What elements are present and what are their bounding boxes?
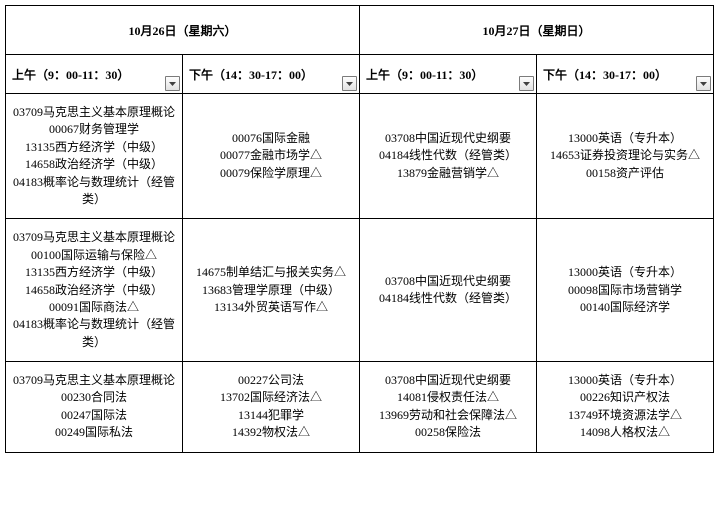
course-line: 04183概率论与数理统计（经管类） bbox=[10, 174, 178, 209]
schedule-table: 10月26日（星期六）10月27日（星期日） 上午（9：00-11：30） 下午（1… bbox=[5, 5, 714, 453]
course-line: 13879金融营销学△ bbox=[364, 165, 532, 182]
cell-r2-c1: 00227公司法13702国际经济法△13144犯罪学14392物权法△ bbox=[183, 362, 360, 453]
course-line: 13144犯罪学 bbox=[187, 407, 355, 424]
course-line: 00079保险学原理△ bbox=[187, 165, 355, 182]
session-header-0: 上午（9：00-11：30） bbox=[6, 55, 183, 94]
dropdown-icon[interactable] bbox=[519, 76, 534, 91]
cell-r1-c1: 14675制单结汇与报关实务△13683管理学原理（中级）13134外贸英语写作… bbox=[183, 219, 360, 362]
course-line: 14081侵权责任法△ bbox=[364, 389, 532, 406]
course-line: 00140国际经济学 bbox=[541, 299, 709, 316]
cell-r1-c0: 03709马克思主义基本原理概论00100国际运输与保险△13135西方经济学（… bbox=[6, 219, 183, 362]
course-line: 13749环境资源法学△ bbox=[541, 407, 709, 424]
cell-r2-c0: 03709马克思主义基本原理概论00230合同法00247国际法00249国际私… bbox=[6, 362, 183, 453]
course-line: 14658政治经济学（中级） bbox=[10, 282, 178, 299]
course-line: 03708中国近现代史纲要 bbox=[364, 273, 532, 290]
cell-r0-c0: 03709马克思主义基本原理概论00067财务管理学13135西方经济学（中级）… bbox=[6, 94, 183, 219]
course-line: 14392物权法△ bbox=[187, 424, 355, 441]
session-header-1: 下午（14：30-17：00） bbox=[183, 55, 360, 94]
course-line: 00230合同法 bbox=[10, 389, 178, 406]
course-line: 03709马克思主义基本原理概论 bbox=[10, 372, 178, 389]
course-line: 00158资产评估 bbox=[541, 165, 709, 182]
cell-r2-c2: 03708中国近现代史纲要14081侵权责任法△13969劳动和社会保障法△00… bbox=[360, 362, 537, 453]
course-line: 13000英语（专升本） bbox=[541, 264, 709, 281]
course-line: 00226知识产权法 bbox=[541, 389, 709, 406]
course-line: 13969劳动和社会保障法△ bbox=[364, 407, 532, 424]
session-label: 上午（9：00-11：30） bbox=[12, 68, 129, 82]
course-line: 14653证券投资理论与实务△ bbox=[541, 147, 709, 164]
course-line: 00100国际运输与保险△ bbox=[10, 247, 178, 264]
course-line: 13135西方经济学（中级） bbox=[10, 139, 178, 156]
course-line: 00249国际私法 bbox=[10, 424, 178, 441]
course-line: 14675制单结汇与报关实务△ bbox=[187, 264, 355, 281]
course-line: 04184线性代数（经管类） bbox=[364, 147, 532, 164]
course-line: 04184线性代数（经管类） bbox=[364, 290, 532, 307]
course-line: 00227公司法 bbox=[187, 372, 355, 389]
course-line: 13683管理学原理（中级） bbox=[187, 282, 355, 299]
course-line: 00247国际法 bbox=[10, 407, 178, 424]
course-line: 03708中国近现代史纲要 bbox=[364, 372, 532, 389]
course-line: 00091国际商法△ bbox=[10, 299, 178, 316]
cell-r1-c3: 13000英语（专升本）00098国际市场营销学00140国际经济学 bbox=[537, 219, 714, 362]
session-header-2: 上午（9：00-11：30） bbox=[360, 55, 537, 94]
course-line: 00076国际金融 bbox=[187, 130, 355, 147]
course-line: 13134外贸英语写作△ bbox=[187, 299, 355, 316]
cell-r2-c3: 13000英语（专升本）00226知识产权法13749环境资源法学△14098人… bbox=[537, 362, 714, 453]
course-line: 00077金融市场学△ bbox=[187, 147, 355, 164]
course-line: 14658政治经济学（中级） bbox=[10, 156, 178, 173]
session-label: 上午（9：00-11：30） bbox=[366, 68, 483, 82]
course-line: 03708中国近现代史纲要 bbox=[364, 130, 532, 147]
course-line: 03709马克思主义基本原理概论 bbox=[10, 229, 178, 246]
session-header-3: 下午（14：30-17：00） bbox=[537, 55, 714, 94]
day-header-0: 10月26日（星期六） bbox=[6, 6, 360, 55]
cell-r0-c2: 03708中国近现代史纲要04184线性代数（经管类）13879金融营销学△ bbox=[360, 94, 537, 219]
dropdown-icon[interactable] bbox=[342, 76, 357, 91]
day-header-1: 10月27日（星期日） bbox=[360, 6, 714, 55]
course-line: 14098人格权法△ bbox=[541, 424, 709, 441]
course-line: 13000英语（专升本） bbox=[541, 130, 709, 147]
cell-r1-c2: 03708中国近现代史纲要04184线性代数（经管类） bbox=[360, 219, 537, 362]
course-line: 04183概率论与数理统计（经管类） bbox=[10, 316, 178, 351]
session-label: 下午（14：30-17：00） bbox=[189, 68, 313, 82]
course-line: 00067财务管理学 bbox=[10, 121, 178, 138]
course-line: 00258保险法 bbox=[364, 424, 532, 441]
course-line: 00098国际市场营销学 bbox=[541, 282, 709, 299]
dropdown-icon[interactable] bbox=[165, 76, 180, 91]
cell-r0-c1: 00076国际金融00077金融市场学△00079保险学原理△ bbox=[183, 94, 360, 219]
course-line: 13000英语（专升本） bbox=[541, 372, 709, 389]
course-line: 13702国际经济法△ bbox=[187, 389, 355, 406]
cell-r0-c3: 13000英语（专升本）14653证券投资理论与实务△00158资产评估 bbox=[537, 94, 714, 219]
course-line: 03709马克思主义基本原理概论 bbox=[10, 104, 178, 121]
session-label: 下午（14：30-17：00） bbox=[543, 68, 667, 82]
dropdown-icon[interactable] bbox=[696, 76, 711, 91]
course-line: 13135西方经济学（中级） bbox=[10, 264, 178, 281]
